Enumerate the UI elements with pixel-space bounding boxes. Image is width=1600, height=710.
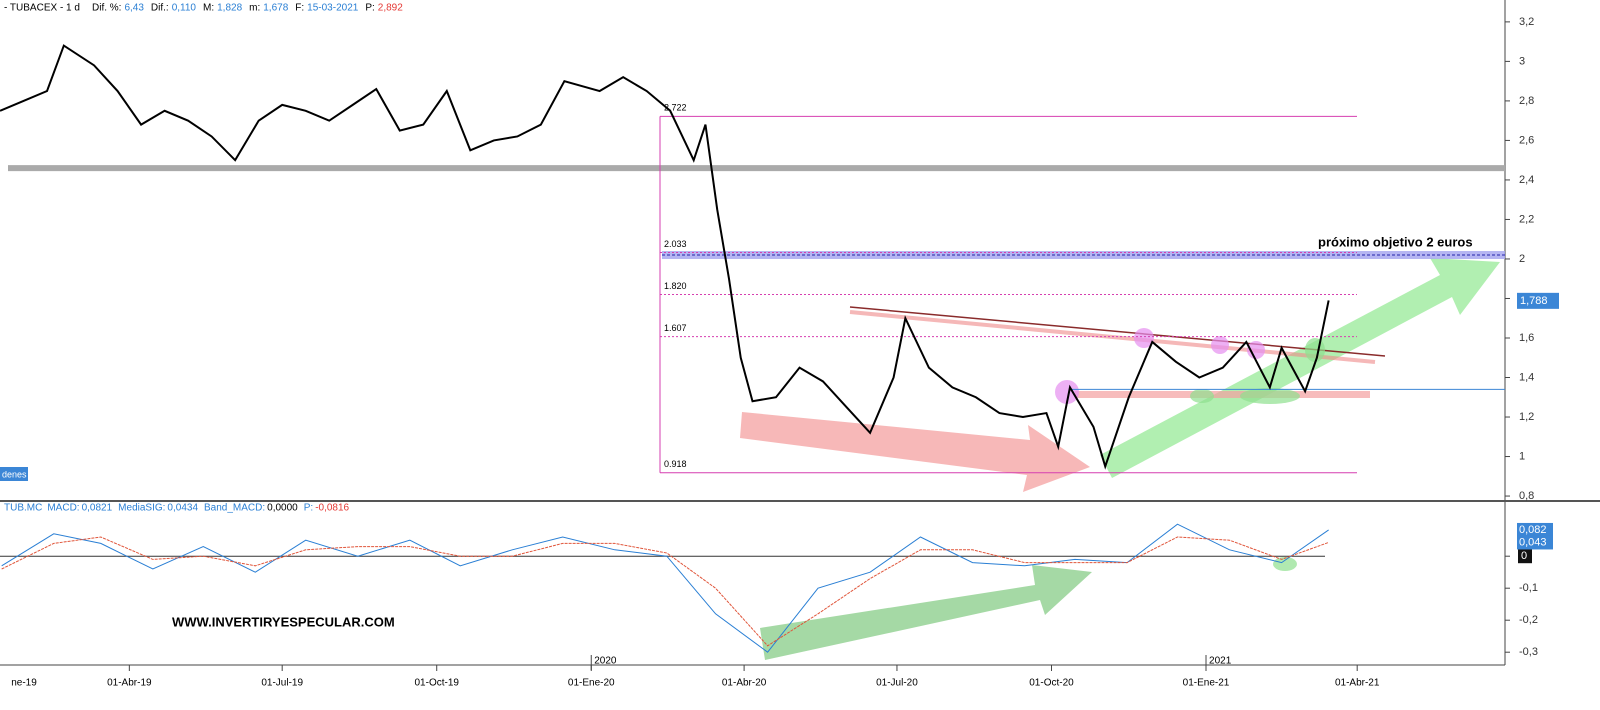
y-tick-label: 2,6 xyxy=(1519,134,1534,146)
highlight xyxy=(1273,557,1297,571)
price-line xyxy=(0,44,1330,470)
y-tick-label: -0,3 xyxy=(1519,646,1538,658)
y-tick-label: 2,2 xyxy=(1519,213,1534,225)
x-tick-label: 01-Oct-19 xyxy=(414,678,459,689)
legend-value: 0,0434 xyxy=(167,503,198,514)
y-tick-label: 0,8 xyxy=(1519,490,1534,502)
y-tick-label: 1,4 xyxy=(1519,371,1534,383)
y-tick-label: 2 xyxy=(1519,253,1525,265)
x-tick-label: 01-Oct-20 xyxy=(1029,678,1074,689)
value-badge xyxy=(1517,522,1553,537)
fib-label: 2.033 xyxy=(664,239,687,249)
legend-value: 0,0000 xyxy=(267,503,298,514)
orders-badge xyxy=(0,467,28,481)
y-tick-label: 1,6 xyxy=(1519,332,1534,344)
y-tick-label: 3 xyxy=(1519,55,1525,67)
highlight xyxy=(1211,336,1229,354)
legend-label: P: xyxy=(304,503,313,514)
header-label: P: xyxy=(365,3,374,14)
watermark: WWW.INVERTIRYESPECULAR.COM xyxy=(172,614,395,629)
macd-title: TUB.MC xyxy=(4,503,42,514)
x-tick-label: 01-Jul-20 xyxy=(876,678,918,689)
value-badge xyxy=(1517,535,1553,550)
orders-label: denes xyxy=(2,469,27,479)
y-tick-label: 3,2 xyxy=(1519,16,1534,28)
header-title: - TUBACEX - 1 d xyxy=(4,3,80,14)
x-tick-label: 01-Abr-20 xyxy=(722,678,767,689)
x-tick-label: 01-Jul-19 xyxy=(261,678,303,689)
price-badge xyxy=(1517,292,1559,309)
zero-badge xyxy=(1518,549,1532,564)
y-tick-label: 0 xyxy=(1521,550,1527,562)
header-label: M: xyxy=(203,3,214,14)
header-value: 15-03-2021 xyxy=(307,3,359,14)
x-tick-label: 01-Ene-20 xyxy=(568,678,615,689)
header-label: Dif. %: xyxy=(92,3,121,14)
fib-label: 0.918 xyxy=(664,459,687,469)
value-badge-label: 0,043 xyxy=(1519,536,1547,548)
legend-value: -0,0816 xyxy=(315,503,349,514)
y-tick-label: 2,8 xyxy=(1519,95,1534,107)
annotation: próximo objetivo 2 euros xyxy=(1318,234,1473,249)
year-label: 2021 xyxy=(1209,656,1232,667)
legend-label: Band_MACD: xyxy=(204,503,265,514)
y-tick-label: 2,4 xyxy=(1519,174,1534,186)
header-value: 1,678 xyxy=(263,3,288,14)
x-tick-label: 01-Abr-19 xyxy=(107,678,152,689)
value-badge-label: 0,082 xyxy=(1519,524,1547,536)
highlight xyxy=(1305,338,1325,362)
header-value: 0,110 xyxy=(172,3,197,14)
header-value: 6,43 xyxy=(124,3,144,14)
fib-label: 1.607 xyxy=(664,323,687,333)
header-label: Dif.: xyxy=(151,3,169,14)
legend-label: MACD: xyxy=(47,503,79,514)
trend-line xyxy=(849,306,1386,357)
year-label: 2020 xyxy=(594,656,617,667)
legend-value: 0,0821 xyxy=(82,503,113,514)
highlight xyxy=(1240,388,1300,404)
header-value: 2,892 xyxy=(378,3,403,14)
header-label: F: xyxy=(295,3,304,14)
y-tick-label: -0,2 xyxy=(1519,614,1538,626)
down-arrow xyxy=(740,412,1090,492)
y-tick-label: 1,2 xyxy=(1519,411,1534,423)
legend-label: MediaSIG: xyxy=(118,503,165,514)
highlight xyxy=(1190,389,1214,403)
header-value: 1,828 xyxy=(217,3,242,14)
x-tick-label: 01-Abr-21 xyxy=(1335,678,1380,689)
price-line xyxy=(1,536,1329,647)
fib-label: 2.722 xyxy=(664,103,687,113)
price-badge-label: 1,788 xyxy=(1520,295,1548,307)
highlight xyxy=(1055,380,1079,404)
price-line xyxy=(1,523,1329,653)
y-tick-label: -0,1 xyxy=(1519,582,1538,594)
y-tick-label: 1 xyxy=(1519,450,1525,462)
highlight xyxy=(1247,341,1265,359)
highlight xyxy=(1134,328,1154,348)
up-arrow xyxy=(1100,258,1500,478)
x-tick-label: ne-19 xyxy=(11,678,37,689)
header-label: m: xyxy=(249,3,260,14)
support-band xyxy=(1075,391,1370,398)
fib-label: 1.820 xyxy=(664,281,687,291)
macd-up-arrow xyxy=(760,565,1092,660)
x-tick-label: 01-Ene-21 xyxy=(1183,678,1230,689)
